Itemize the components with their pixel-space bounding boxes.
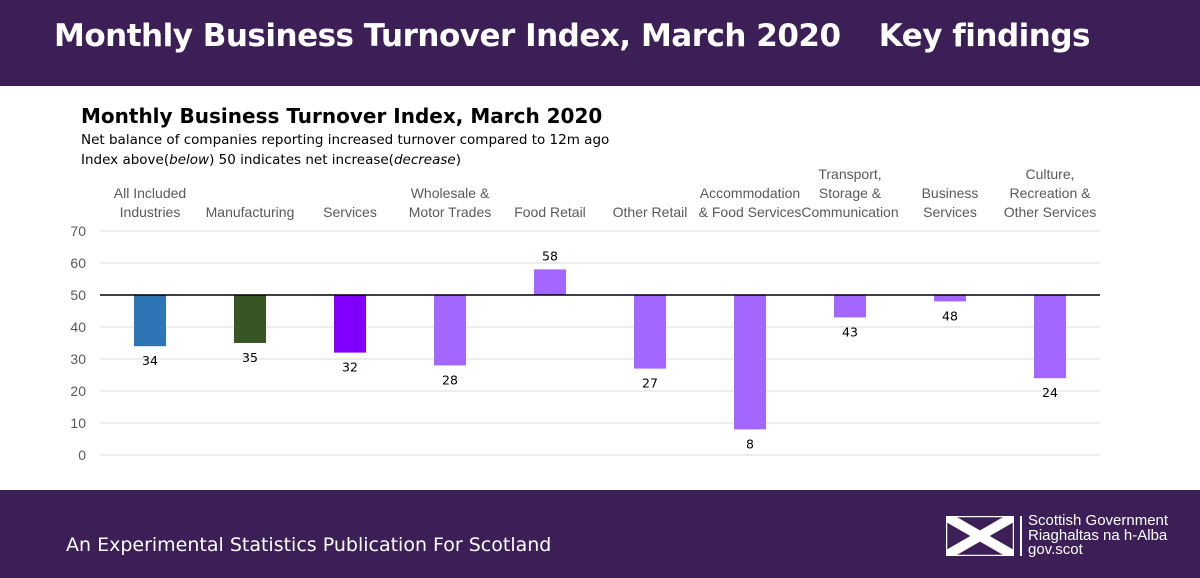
logo-line-gaelic: Riaghaltas na h-Alba [1028, 526, 1168, 544]
data-label: 32 [342, 360, 358, 375]
category-label: Motor Trades [409, 204, 491, 220]
bar [334, 295, 366, 353]
bar-chart: 0 10 20 30 40 50 60 70 34 35 32 28 58 27 8 43 48 24 All In… [70, 166, 1100, 463]
category-label: All Included [114, 185, 186, 201]
category-label: Food Retail [514, 204, 586, 220]
footer-publication-text: An Experimental Statistics Publication F… [66, 534, 552, 556]
key-findings-label: Key findings [878, 18, 1091, 54]
data-label: 43 [842, 324, 858, 339]
category-label: Industries [120, 204, 181, 220]
logo-divider [1020, 516, 1022, 556]
logo-line-english: Scottish Government [1028, 512, 1169, 529]
category-label: Manufacturing [206, 204, 295, 220]
chart-panel: 0 10 20 30 40 50 60 70 34 35 32 28 58 27 8 43 48 24 All In… [0, 86, 1200, 490]
category-label: Other Retail [613, 204, 688, 220]
chart-subtitle: Net balance of companies reporting incre… [81, 132, 610, 148]
bar [634, 295, 666, 369]
y-tick-label: 50 [70, 287, 86, 303]
data-label: 28 [442, 372, 458, 387]
y-tick-label: 10 [70, 415, 86, 431]
logo-line-domain: gov.scot [1028, 541, 1083, 558]
data-label: 34 [142, 353, 158, 368]
header-bar: Monthly Business Turnover Index, March 2… [0, 0, 1200, 86]
saltire-flag-icon [946, 516, 1014, 556]
y-tick-label: 30 [70, 351, 86, 367]
category-label: Storage & [819, 185, 882, 201]
category-label: Culture, [1025, 166, 1074, 182]
data-label: 8 [746, 436, 754, 451]
data-label: 27 [642, 376, 658, 391]
data-label: 24 [1042, 385, 1058, 400]
category-label: Services [323, 204, 377, 220]
category-label: Services [923, 204, 977, 220]
scottish-government-logo: Scottish Government Riaghaltas na h-Alba… [946, 512, 1186, 558]
data-label: 35 [242, 350, 258, 365]
bar [434, 295, 466, 366]
bar [134, 295, 166, 347]
page-title: Monthly Business Turnover Index, March 2… [54, 18, 841, 54]
logo-wordmark: Scottish Government Riaghaltas na h-Alba… [1028, 512, 1169, 558]
bar [934, 295, 966, 302]
bar [534, 269, 566, 295]
category-label: Communication [801, 204, 898, 220]
y-tick-label: 40 [70, 319, 86, 335]
bar [734, 295, 766, 430]
chart-title: Monthly Business Turnover Index, March 2… [81, 104, 603, 128]
y-tick-label: 70 [70, 223, 86, 239]
y-tick-label: 0 [78, 447, 86, 463]
category-label: & Food Services [699, 204, 802, 220]
footer-bar: An Experimental Statistics Publication F… [0, 490, 1200, 578]
chart-subtitle-note: Index above(below) 50 indicates net incr… [81, 152, 461, 168]
category-label: Other Services [1004, 204, 1097, 220]
category-label: Wholesale & [411, 185, 490, 201]
category-label: Recreation & [1010, 185, 1092, 201]
data-label: 48 [942, 308, 958, 323]
category-label: Accommodation [700, 185, 800, 201]
y-tick-label: 20 [70, 383, 86, 399]
bar [234, 295, 266, 343]
bar [1034, 295, 1066, 379]
bar [834, 295, 866, 318]
category-label: Business [922, 185, 979, 201]
y-tick-label: 60 [70, 255, 86, 271]
category-label: Transport, [818, 166, 881, 182]
data-label: 58 [542, 248, 558, 263]
